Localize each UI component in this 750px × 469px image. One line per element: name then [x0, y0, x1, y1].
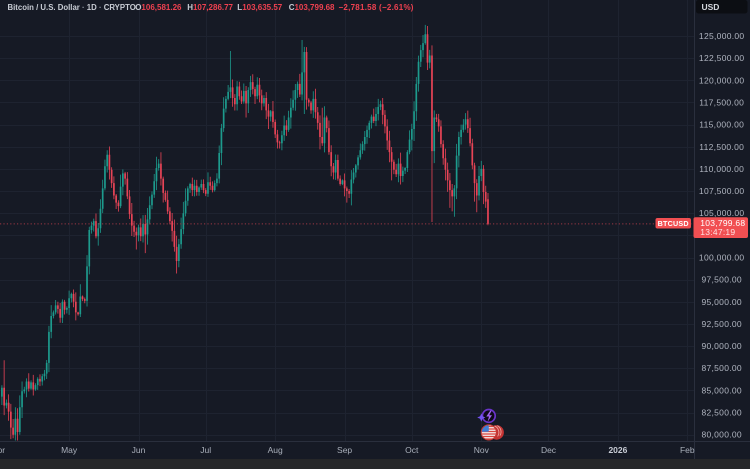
svg-text:95,000.00: 95,000.00	[701, 297, 742, 307]
svg-text:122,500.00: 122,500.00	[699, 53, 745, 63]
svg-text:Apr: Apr	[0, 445, 5, 455]
svg-text:80,000.00: 80,000.00	[701, 430, 742, 440]
svg-text:110,000.00: 110,000.00	[699, 164, 744, 174]
svg-text:BTCUSD: BTCUSD	[658, 219, 689, 228]
svg-text:Nov: Nov	[474, 445, 490, 455]
svg-text:87,500.00: 87,500.00	[701, 363, 742, 373]
svg-text:97,500.00: 97,500.00	[701, 275, 742, 285]
svg-text:112,500.00: 112,500.00	[699, 142, 744, 152]
svg-text:82,500.00: 82,500.00	[701, 408, 742, 418]
svg-text:2026: 2026	[608, 445, 627, 455]
svg-text:100,000.00: 100,000.00	[699, 253, 745, 263]
svg-text:120,000.00: 120,000.00	[699, 75, 745, 85]
svg-text:Jul: Jul	[200, 445, 211, 455]
svg-text:85,000.00: 85,000.00	[701, 385, 742, 395]
svg-text:Feb: Feb	[680, 445, 695, 455]
svg-text:Oct: Oct	[405, 445, 419, 455]
svg-text:C103,799.68: C103,799.68	[289, 3, 335, 12]
svg-text:107,500.00: 107,500.00	[699, 186, 745, 196]
svg-text:Dec: Dec	[541, 445, 557, 455]
svg-text:92,500.00: 92,500.00	[701, 319, 742, 329]
svg-text:Aug: Aug	[268, 445, 283, 455]
svg-text:90,000.00: 90,000.00	[701, 341, 742, 351]
svg-text:L103,635.57: L103,635.57	[237, 3, 282, 12]
svg-text:117,500.00: 117,500.00	[699, 97, 744, 107]
svg-text:103,799.68: 103,799.68	[700, 218, 745, 228]
svg-text:−2,781.58 (−2.61%): −2,781.58 (−2.61%)	[339, 3, 414, 12]
svg-text:13:47:19: 13:47:19	[700, 227, 735, 237]
svg-text:May: May	[61, 445, 78, 455]
svg-text:O106,581.26: O106,581.26	[135, 3, 182, 12]
svg-text:115,000.00: 115,000.00	[699, 120, 744, 130]
svg-text:USD: USD	[702, 2, 720, 12]
svg-text:105,000.00: 105,000.00	[699, 208, 745, 218]
svg-text:Sep: Sep	[337, 445, 352, 455]
svg-text:Bitcoin / U.S. Dollar · 1D · C: Bitcoin / U.S. Dollar · 1D · CRYPTO	[8, 3, 136, 12]
svg-text:125,000.00: 125,000.00	[699, 31, 745, 41]
svg-text:Jun: Jun	[132, 445, 146, 455]
svg-text:H107,286.77: H107,286.77	[187, 3, 233, 12]
